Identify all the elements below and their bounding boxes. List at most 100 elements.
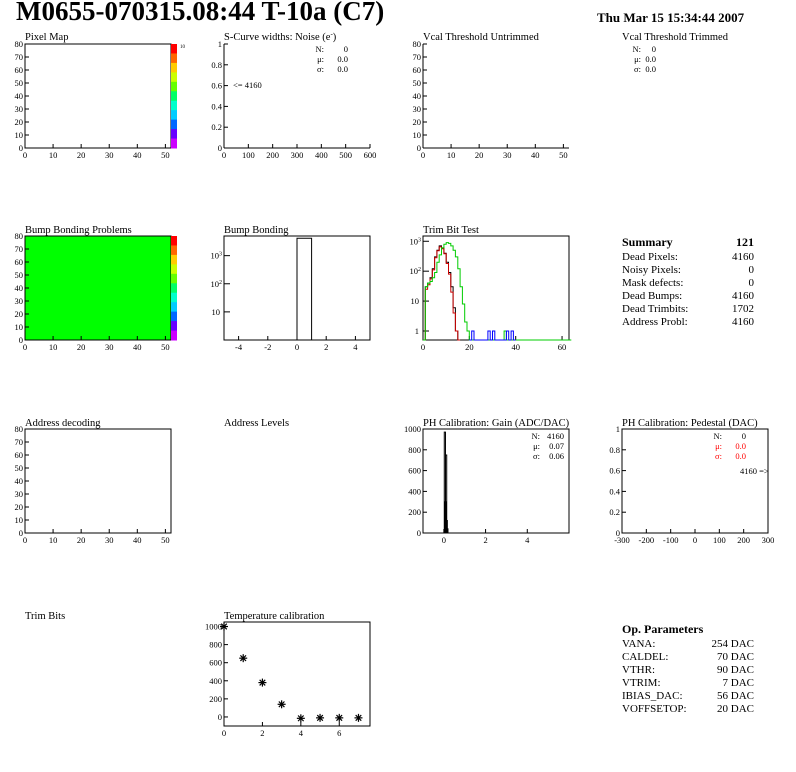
- panel-title: Trim Bits: [25, 611, 65, 622]
- stat-value: 0: [742, 431, 746, 441]
- y-tick-label: 80: [15, 424, 24, 434]
- y-tick-label: 103: [410, 236, 422, 246]
- x-tick-label: 2: [260, 728, 264, 738]
- palette-label: 10: [180, 45, 186, 50]
- y-tick-label: 0.4: [211, 101, 222, 111]
- x-tick-label: -4: [235, 342, 243, 352]
- plot-frame: [422, 428, 570, 534]
- scatter-point-stroke: [220, 623, 228, 630]
- scatter-point: [239, 654, 248, 663]
- palette-cell: [171, 62, 177, 73]
- y-tick-label: 600: [408, 466, 421, 476]
- palette-cell: [171, 110, 177, 121]
- x-tick-label: 200: [737, 535, 750, 545]
- y-tick-label: 0: [218, 712, 222, 722]
- scatter-point: [296, 714, 305, 723]
- y-tick-label: 0.6: [211, 81, 222, 91]
- y-tick-label: 50: [15, 78, 24, 88]
- scatter-point: [220, 622, 228, 631]
- y-tick-label: 60: [15, 65, 24, 75]
- x-tick-label: 50: [559, 150, 568, 160]
- plot-frame: [422, 235, 570, 341]
- x-tick-label: 300: [762, 535, 775, 545]
- x-tick-label: 500: [339, 150, 352, 160]
- stat-label: μ:: [715, 441, 722, 451]
- x-tick-label: 40: [133, 150, 142, 160]
- stat-value: 0.0: [735, 451, 746, 461]
- stat-label: N:: [633, 44, 642, 54]
- series-line: [423, 242, 572, 341]
- palette-cell: [171, 273, 177, 284]
- palette-cell: [171, 72, 177, 83]
- overflow-annotation: <= 4160: [233, 80, 262, 90]
- summary-value: 121: [736, 235, 754, 249]
- y-tick-label: 800: [209, 640, 222, 650]
- stat-label: μ:: [533, 441, 540, 451]
- x-tick-label: -2: [264, 342, 271, 352]
- y-tick-label: 200: [209, 694, 222, 704]
- plot-frame: [223, 621, 371, 727]
- x-tick-label: 30: [105, 535, 114, 545]
- palette-cell: [171, 100, 177, 111]
- op-parameter-value: 90 DAC: [717, 664, 754, 676]
- y-tick-label: 102: [211, 279, 223, 289]
- x-tick-label: 40: [133, 342, 142, 352]
- x-tick-label: 100: [242, 150, 255, 160]
- stat-value: 0.0: [645, 54, 656, 64]
- op-parameter-label: VTRIM:: [622, 677, 661, 689]
- y-tick-label-sup: 3: [418, 237, 421, 243]
- panel-title: Address decoding: [25, 418, 101, 429]
- x-tick-label: 300: [291, 150, 304, 160]
- op-parameter-row: VTHR: 90 DAC: [622, 664, 754, 677]
- stat-label: σ:: [533, 451, 540, 461]
- y-tick-label: 0.2: [609, 507, 620, 517]
- summary-value: 0: [748, 277, 755, 289]
- panel-title-end: ): [333, 32, 337, 43]
- y-tick-label-sup: 3: [219, 252, 222, 258]
- scatter-point-stroke: [336, 714, 343, 722]
- scatter-point: [277, 700, 286, 709]
- x-tick-label: 20: [465, 342, 474, 352]
- y-tick-label: 20: [15, 309, 24, 319]
- palette-cell: [171, 53, 177, 64]
- op-parameters-box: Op. Parameters VANA: 254 DAC CALDEL: 70 DAC…: [622, 623, 754, 716]
- page-date: Thu Mar 15 15:34:44 2007: [597, 10, 745, 25]
- op-parameter-row: VTRIM: 7 DAC: [622, 677, 754, 690]
- y-tick-label: 50: [15, 463, 24, 473]
- series-line: [469, 330, 516, 341]
- stat-value: 0: [652, 44, 656, 54]
- op-parameter-value: 70 DAC: [717, 651, 754, 663]
- x-tick-label: 20: [77, 342, 86, 352]
- plot-frame: [621, 428, 769, 534]
- y-tick-label: 40: [15, 476, 24, 486]
- palette-cell: [171, 119, 177, 130]
- page-title: M0655-070315.08:44 T-10a (C7): [16, 0, 385, 26]
- y-tick-label: 400: [209, 676, 222, 686]
- summary-value: 4160: [732, 316, 754, 328]
- stat-value: 0.06: [549, 451, 564, 461]
- stat-value: 0.0: [645, 64, 656, 74]
- y-tick-label: 70: [15, 244, 24, 254]
- y-tick-label: 30: [15, 489, 24, 499]
- palette-cell: [171, 292, 177, 303]
- stat-value: 0.0: [337, 54, 348, 64]
- op-parameter-label: VANA:: [622, 638, 656, 650]
- x-tick-label: 400: [315, 150, 328, 160]
- stat-value: 4160: [547, 431, 564, 441]
- x-tick-label: 50: [161, 342, 170, 352]
- histogram-bar: [446, 528, 449, 534]
- summary-row: Noisy Pixels: 0: [622, 264, 754, 277]
- y-tick-label: 1: [218, 39, 222, 49]
- op-parameter-value: 20 DAC: [717, 703, 754, 715]
- x-tick-label: 0: [23, 150, 27, 160]
- x-tick-label: 40: [511, 342, 520, 352]
- x-tick-label: 4: [299, 728, 304, 738]
- panel-title: Vcal Threshold Untrimmed: [423, 32, 540, 43]
- stat-value: 0.0: [337, 64, 348, 74]
- histogram-bar: [296, 237, 313, 341]
- summary-value: 1702: [732, 303, 754, 315]
- y-tick-label: 30: [15, 104, 24, 114]
- x-tick-label: 30: [105, 150, 114, 160]
- palette-cell: [171, 254, 177, 265]
